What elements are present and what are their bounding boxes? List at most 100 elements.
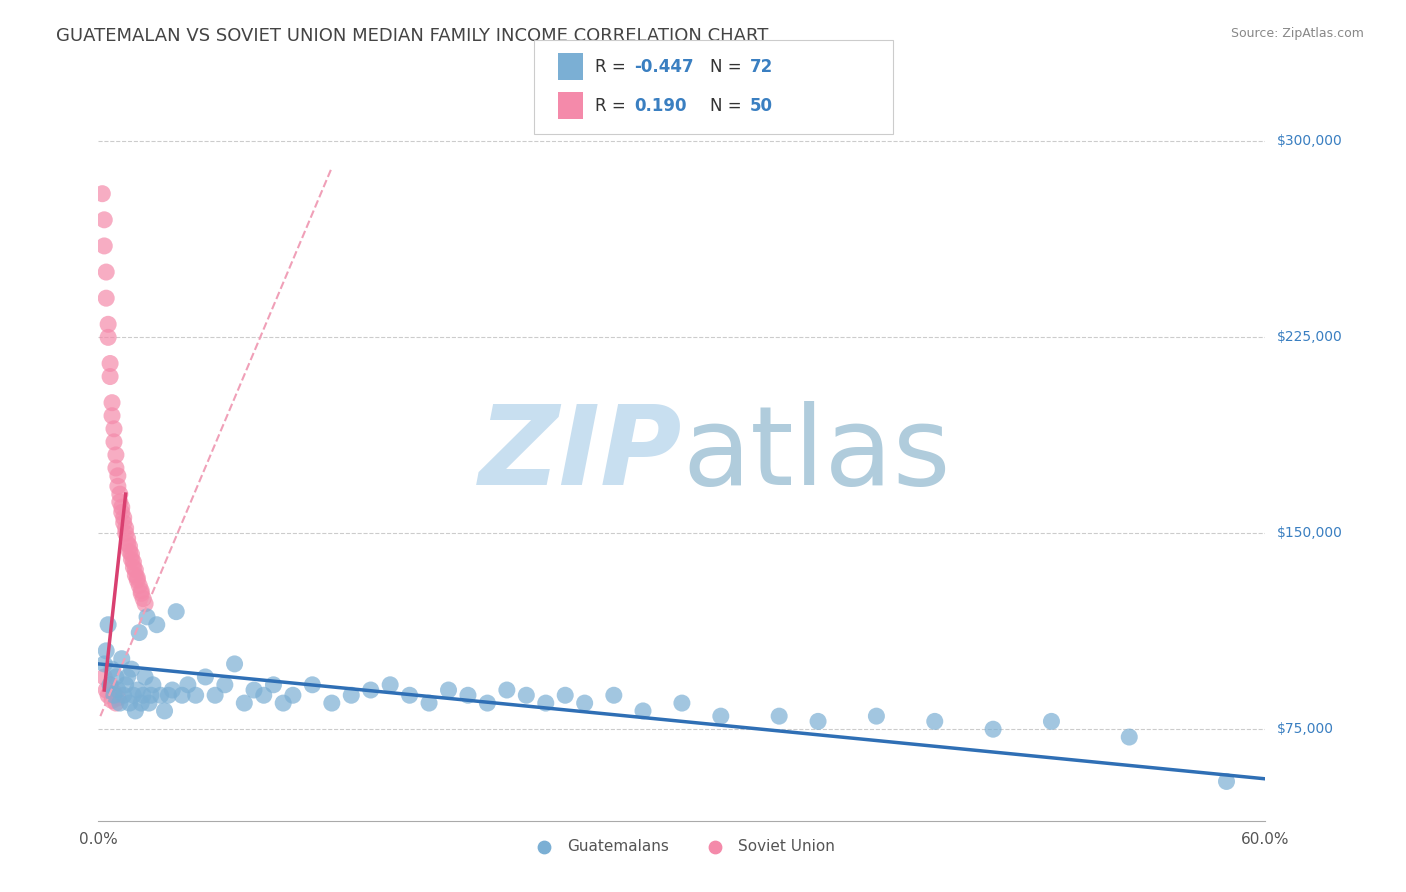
Point <box>496 683 519 698</box>
Point <box>146 617 169 632</box>
Text: 50: 50 <box>749 97 772 115</box>
Point <box>129 586 152 600</box>
Point <box>138 696 160 710</box>
Text: ZIP: ZIP <box>478 401 682 508</box>
Text: N =: N = <box>710 97 747 115</box>
Point <box>103 422 125 436</box>
Point <box>98 678 121 692</box>
Point <box>111 500 134 515</box>
Point <box>136 610 159 624</box>
Point <box>132 688 155 702</box>
Point <box>114 526 136 541</box>
Point <box>554 688 576 702</box>
Text: 72: 72 <box>749 59 773 77</box>
Point <box>153 704 176 718</box>
Point <box>118 544 141 558</box>
Point <box>321 696 343 710</box>
Point <box>124 568 146 582</box>
Point <box>111 651 134 665</box>
Point <box>534 696 557 710</box>
Point <box>117 537 139 551</box>
Point <box>96 683 118 698</box>
Point <box>121 552 143 566</box>
Point <box>128 578 150 592</box>
Point <box>108 495 131 509</box>
Point <box>103 685 125 699</box>
Point <box>418 696 440 710</box>
Point <box>1118 730 1140 744</box>
Point <box>132 591 155 606</box>
Point <box>184 688 207 702</box>
Point <box>457 688 479 702</box>
Point <box>111 505 134 519</box>
Point <box>281 688 304 702</box>
Point <box>118 696 141 710</box>
Point <box>224 657 246 671</box>
Point <box>96 291 118 305</box>
Point <box>631 704 654 718</box>
Legend: Guatemalans, Soviet Union: Guatemalans, Soviet Union <box>523 833 841 861</box>
Point <box>271 696 294 710</box>
Point <box>112 688 135 702</box>
Text: Source: ZipAtlas.com: Source: ZipAtlas.com <box>1230 27 1364 40</box>
Point <box>710 709 733 723</box>
Point <box>262 678 284 692</box>
Point <box>134 670 156 684</box>
Point <box>768 709 790 723</box>
Point <box>128 625 150 640</box>
Point <box>380 678 402 692</box>
Point <box>1040 714 1063 729</box>
Point <box>134 597 156 611</box>
Text: 0.190: 0.190 <box>634 97 686 115</box>
Text: N =: N = <box>710 59 747 77</box>
Point <box>127 683 149 698</box>
Point <box>253 688 276 702</box>
Point <box>515 688 537 702</box>
Text: -0.447: -0.447 <box>634 59 693 77</box>
Point <box>340 688 363 702</box>
Point <box>108 696 131 710</box>
Point <box>96 265 118 279</box>
Point <box>157 688 180 702</box>
Point <box>170 688 193 702</box>
Point <box>233 696 256 710</box>
Point <box>114 521 136 535</box>
Point <box>107 683 129 698</box>
Point <box>129 696 152 710</box>
Point <box>398 688 420 702</box>
Point <box>177 678 200 692</box>
Point <box>98 678 121 692</box>
Point <box>121 547 143 561</box>
Point <box>112 516 135 530</box>
Point <box>114 678 136 692</box>
Point <box>127 571 149 585</box>
Point <box>101 395 124 409</box>
Point <box>93 670 115 684</box>
Text: R =: R = <box>595 97 631 115</box>
Point <box>91 186 114 201</box>
Point <box>124 704 146 718</box>
Text: GUATEMALAN VS SOVIET UNION MEDIAN FAMILY INCOME CORRELATION CHART: GUATEMALAN VS SOVIET UNION MEDIAN FAMILY… <box>56 27 769 45</box>
Point <box>162 683 184 698</box>
Point <box>107 479 129 493</box>
Point <box>127 574 149 588</box>
Point <box>104 461 127 475</box>
Point <box>112 510 135 524</box>
Point <box>122 555 145 569</box>
Point <box>93 239 115 253</box>
Point <box>301 678 323 692</box>
Point <box>142 678 165 692</box>
Text: $300,000: $300,000 <box>1277 135 1343 148</box>
Point <box>97 617 120 632</box>
Text: R =: R = <box>595 59 631 77</box>
Point <box>104 696 127 710</box>
Point <box>108 487 131 501</box>
Point <box>101 409 124 423</box>
Point <box>117 532 139 546</box>
Point <box>103 434 125 449</box>
Point <box>98 369 121 384</box>
Point <box>97 330 120 344</box>
Point <box>122 688 145 702</box>
Point <box>117 670 139 684</box>
Point <box>104 670 127 684</box>
